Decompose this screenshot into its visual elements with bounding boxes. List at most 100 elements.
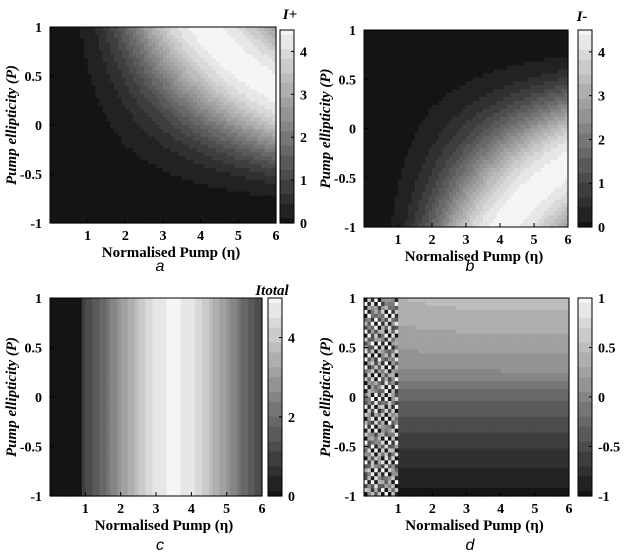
- heatmap-cell: [476, 215, 481, 220]
- heatmap-cell: [50, 199, 55, 204]
- heatmap-cell: [260, 58, 266, 63]
- heatmap-cell: [253, 117, 258, 122]
- heatmap-cell: [408, 207, 413, 212]
- colorbar-step: [280, 87, 294, 94]
- heatmap-cell: [174, 132, 179, 138]
- heatmap-cell: [204, 38, 209, 44]
- heatmap-cell: [178, 140, 183, 146]
- heatmap-cell: [472, 160, 477, 165]
- heatmap-cell: [144, 121, 149, 126]
- heatmap-cell: [408, 85, 413, 90]
- heatmap-cell: [125, 148, 130, 154]
- heatmap-cell: [196, 168, 202, 173]
- heatmap-cell: [245, 211, 251, 216]
- heatmap-cell: [140, 183, 145, 189]
- heatmap-cell: [196, 148, 202, 154]
- heatmap-cell: [211, 101, 217, 106]
- heatmap-cell: [469, 104, 474, 110]
- heatmap-cell: [72, 203, 77, 208]
- heatmap-cell: [257, 121, 262, 126]
- heatmap-cell: [234, 97, 239, 103]
- heatmap-cell: [462, 116, 467, 122]
- heatmap-cell: [234, 148, 239, 154]
- heatmap-cell: [411, 112, 416, 118]
- heatmap-cell: [364, 108, 368, 114]
- heatmap-cell: [459, 45, 464, 51]
- heatmap-cell: [466, 179, 470, 185]
- heatmap-cell: [387, 100, 392, 106]
- heatmap-cell: [398, 215, 402, 220]
- heatmap-cell: [223, 121, 228, 126]
- heatmap-cell: [125, 128, 130, 134]
- heatmap-cell: [223, 54, 228, 59]
- heatmap-cell: [163, 128, 168, 134]
- heatmap-cell: [472, 187, 477, 193]
- heatmap-cell: [68, 81, 74, 87]
- heatmap-cell: [391, 203, 396, 208]
- heatmap-cell: [438, 124, 443, 130]
- heatmap-cell: [398, 207, 402, 212]
- heatmap-cell: [272, 117, 277, 122]
- heatmap-cell: [211, 81, 217, 87]
- heatmap-cell: [185, 66, 190, 71]
- heatmap-cell: [117, 160, 123, 165]
- heatmap-cell: [129, 183, 134, 189]
- heatmap-cell: [367, 77, 372, 82]
- heatmap-cell: [374, 187, 379, 193]
- heatmap-cell: [163, 70, 168, 75]
- heatmap-cell: [238, 74, 243, 79]
- heatmap-cell: [136, 203, 141, 208]
- heatmap-cell: [98, 97, 104, 103]
- heatmap-cell: [170, 215, 175, 220]
- heatmap-cell: [401, 140, 406, 145]
- colorbar-step: [280, 189, 294, 195]
- heatmap-cell: [140, 77, 145, 83]
- heatmap-cell: [147, 125, 153, 130]
- heatmap-cell: [65, 215, 70, 220]
- heatmap-cell: [438, 85, 443, 90]
- heatmap-cell: [370, 41, 375, 47]
- heatmap-cell: [121, 140, 126, 146]
- heatmap-cell: [398, 61, 402, 67]
- heatmap-cell: [50, 175, 55, 181]
- heatmap-cell: [144, 89, 149, 95]
- heatmap-cell: [401, 57, 406, 63]
- heatmap-cell: [272, 160, 277, 165]
- heatmap-cell: [367, 37, 372, 43]
- heatmap-cell: [83, 168, 89, 173]
- heatmap-cell: [223, 101, 228, 106]
- heatmap-cell: [452, 33, 457, 39]
- heatmap-cell: [83, 58, 89, 63]
- heatmap-cell: [76, 215, 81, 220]
- heatmap-cell: [401, 199, 406, 204]
- heatmap-cell: [223, 62, 228, 67]
- heatmap-cell: [435, 37, 440, 43]
- heatmap-cell: [132, 128, 138, 134]
- heatmap-cell: [144, 219, 149, 224]
- heatmap-cell: [264, 113, 270, 118]
- heatmap-cell: [98, 125, 104, 130]
- heatmap-cell: [381, 100, 385, 106]
- heatmap-cell: [398, 112, 402, 118]
- heatmap-cell: [215, 136, 221, 142]
- heatmap-cell: [370, 148, 375, 153]
- heatmap-cell: [249, 105, 254, 110]
- heatmap-cell: [377, 69, 382, 74]
- heatmap-cell: [268, 27, 273, 32]
- heatmap-cell: [257, 183, 262, 189]
- heatmap-cell: [132, 125, 138, 130]
- heatmap-cell: [151, 97, 157, 103]
- heatmap-cell: [147, 175, 153, 181]
- heatmap-cell: [178, 113, 183, 118]
- heatmap-cell: [249, 54, 254, 59]
- heatmap-cell: [91, 54, 96, 59]
- heatmap-cell: [489, 191, 494, 197]
- heatmap-cell: [61, 77, 66, 83]
- heatmap-cell: [253, 144, 258, 150]
- heatmap-cell: [442, 69, 447, 74]
- heatmap-cell: [91, 125, 96, 130]
- heatmap-cell: [50, 117, 55, 122]
- heatmap-cell: [151, 54, 157, 59]
- heatmap-cell: [189, 70, 194, 75]
- heatmap-cell: [452, 69, 457, 74]
